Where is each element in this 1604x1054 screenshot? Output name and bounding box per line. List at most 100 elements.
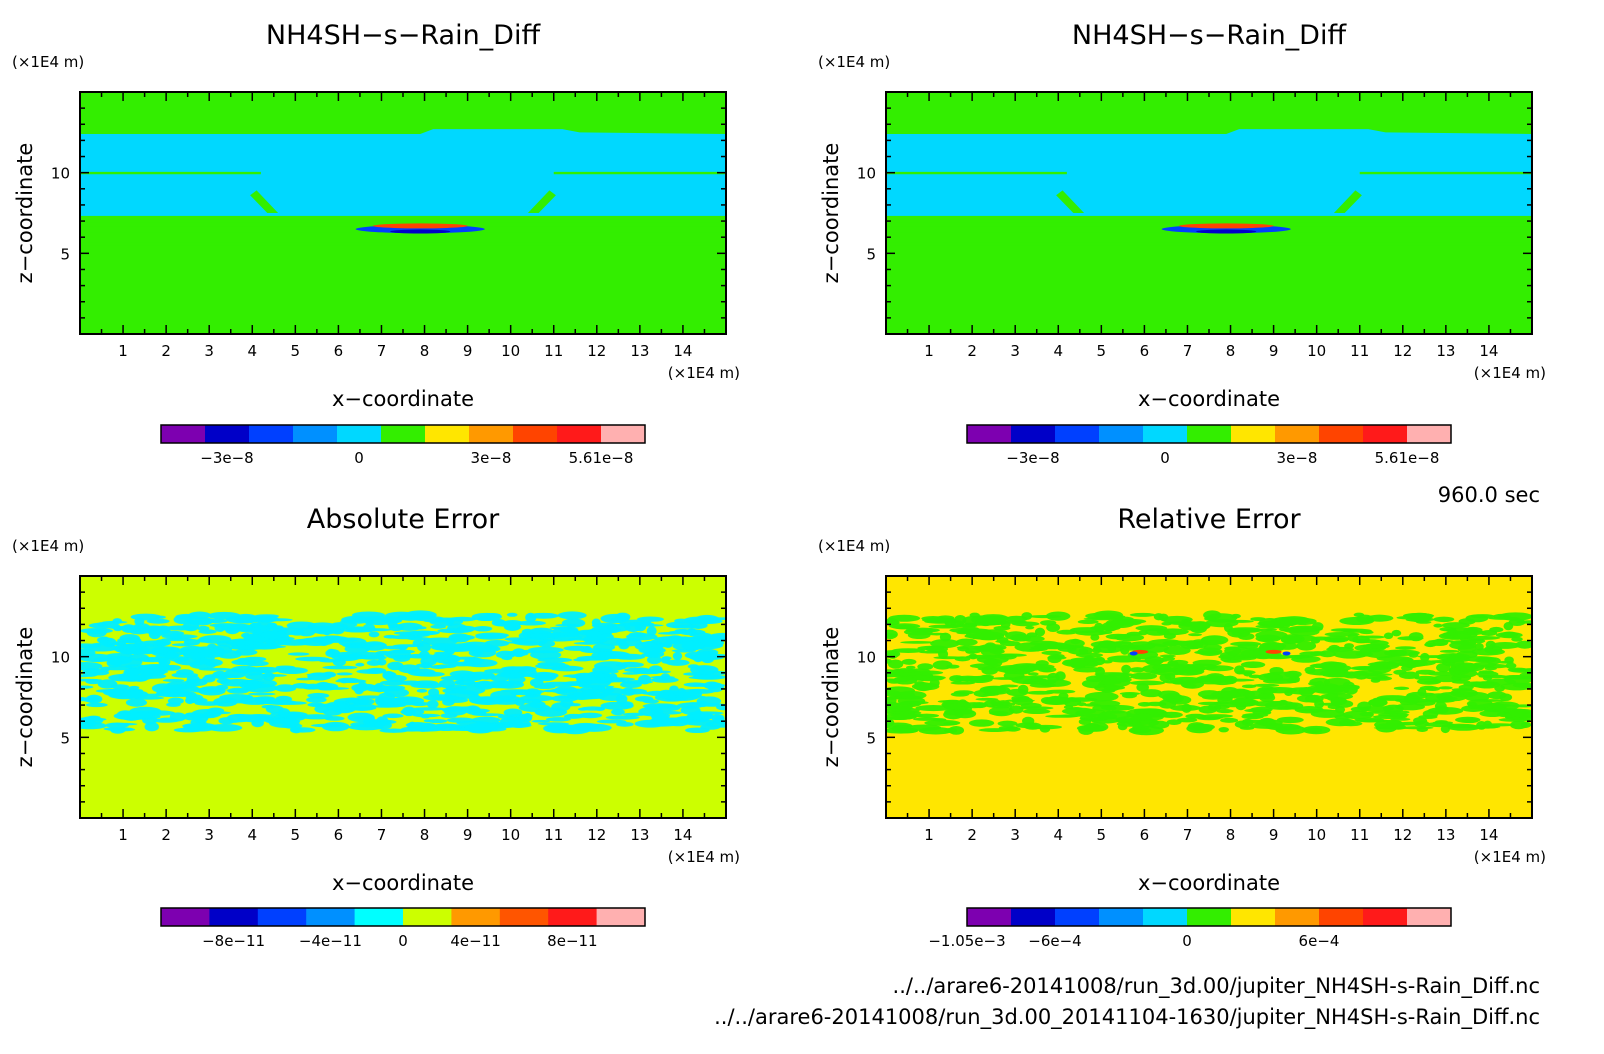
noise-blob	[915, 704, 952, 712]
noise-blob	[519, 695, 554, 702]
noise-blob	[321, 721, 350, 732]
noise-blob	[1242, 719, 1269, 724]
x-tick-label: 13	[630, 342, 649, 360]
green-band-1	[886, 215, 1532, 220]
colorbar-swatch	[425, 425, 470, 443]
z-tick-label: 10	[51, 165, 70, 183]
noise-blob	[1391, 629, 1402, 637]
x-unit-label: (×1E4 m)	[668, 364, 740, 382]
colorbar-swatch	[161, 425, 206, 443]
noise-blob	[218, 717, 235, 725]
noise-blob	[1476, 657, 1493, 661]
noise-blob	[468, 694, 482, 704]
noise-blob	[1021, 612, 1033, 620]
noise-blob	[886, 658, 893, 664]
red-spot-right	[1265, 649, 1282, 654]
noise-blob	[85, 694, 103, 704]
noise-blob	[932, 718, 947, 722]
noise-blob	[939, 632, 952, 642]
noise-blob	[529, 691, 542, 695]
noise-blob	[503, 708, 523, 717]
noise-blob	[275, 665, 296, 670]
noise-blob	[1000, 641, 1021, 647]
noise-blob	[471, 716, 501, 724]
colorbar-swatch	[967, 425, 1012, 443]
noise-blob	[1159, 711, 1183, 718]
noise-blob	[983, 692, 999, 697]
noise-blob	[1239, 726, 1255, 730]
noise-blob	[1330, 697, 1340, 706]
noise-blob	[1374, 720, 1405, 730]
navy-feature	[390, 229, 451, 234]
noise-blob	[1100, 704, 1135, 711]
noise-blob	[1218, 726, 1229, 733]
noise-blob	[207, 643, 217, 649]
noise-blob	[1259, 641, 1284, 652]
noise-blob	[1070, 638, 1081, 645]
noise-blob	[544, 726, 564, 730]
z-unit-label: (×1E4 m)	[12, 53, 84, 71]
noise-blob	[472, 649, 484, 656]
noise-blob	[161, 634, 198, 639]
colorbar-swatch	[1099, 425, 1144, 443]
noise-blob	[324, 701, 348, 711]
noise-blob	[1515, 640, 1532, 649]
noise-blob	[1076, 724, 1107, 732]
noise-blob	[92, 630, 103, 634]
noise-blob	[80, 696, 88, 702]
colorbar-swatch	[1407, 908, 1452, 926]
noise-blob	[1328, 637, 1349, 643]
noise-blob	[1451, 674, 1472, 682]
noise-blob	[1018, 706, 1054, 710]
x-tick-label: 9	[463, 342, 473, 360]
noise-blob	[1330, 628, 1358, 632]
noise-blob	[1461, 718, 1479, 724]
z-axis-title: z−coordinate	[13, 143, 37, 284]
noise-blob	[563, 713, 585, 719]
noise-blob	[415, 663, 430, 668]
noise-blob	[1077, 619, 1099, 625]
colorbar-label: −6e−4	[1028, 932, 1081, 950]
noise-blob	[965, 654, 1000, 659]
noise-blob	[250, 622, 262, 626]
colorbar-swatch	[403, 908, 452, 926]
noise-blob	[1512, 682, 1532, 688]
noise-blob	[1101, 688, 1116, 694]
colorbar-swatch	[1187, 908, 1232, 926]
colorbar-swatch	[967, 908, 1012, 926]
x-axis-title: x−coordinate	[1138, 387, 1280, 411]
noise-blob	[921, 617, 957, 623]
x-tick-label: 8	[1226, 342, 1236, 360]
noise-blob	[644, 704, 681, 712]
noise-blob	[430, 723, 462, 732]
noise-blob	[1484, 666, 1497, 671]
colorbar-swatch	[257, 908, 307, 926]
noise-blob	[1075, 630, 1107, 636]
noise-blob	[354, 685, 364, 695]
noise-blob	[485, 612, 501, 619]
noise-blob	[1350, 706, 1370, 713]
x-tick-label: 3	[204, 342, 214, 360]
noise-blob	[1237, 632, 1255, 641]
red-feature	[372, 223, 468, 229]
x-tick-label: 4	[1053, 826, 1063, 844]
noise-blob	[978, 675, 993, 681]
noise-blob	[410, 682, 445, 689]
noise-blob	[274, 684, 297, 692]
x-tick-label: 7	[1183, 342, 1193, 360]
contour-field	[80, 92, 726, 334]
colorbar-swatch	[548, 908, 598, 926]
noise-blob	[514, 698, 526, 706]
noise-blob	[430, 643, 451, 651]
noise-blob	[1045, 714, 1079, 718]
noise-blob	[322, 665, 358, 670]
noise-blob	[465, 722, 499, 733]
x-tick-label: 8	[420, 342, 430, 360]
noise-blob	[1298, 686, 1315, 697]
noise-blob	[684, 619, 712, 625]
noise-blob	[1198, 705, 1218, 714]
noise-blob	[1069, 707, 1083, 711]
colorbar-swatch	[1055, 908, 1100, 926]
noise-blob	[101, 637, 114, 641]
noise-blob	[1063, 705, 1074, 710]
